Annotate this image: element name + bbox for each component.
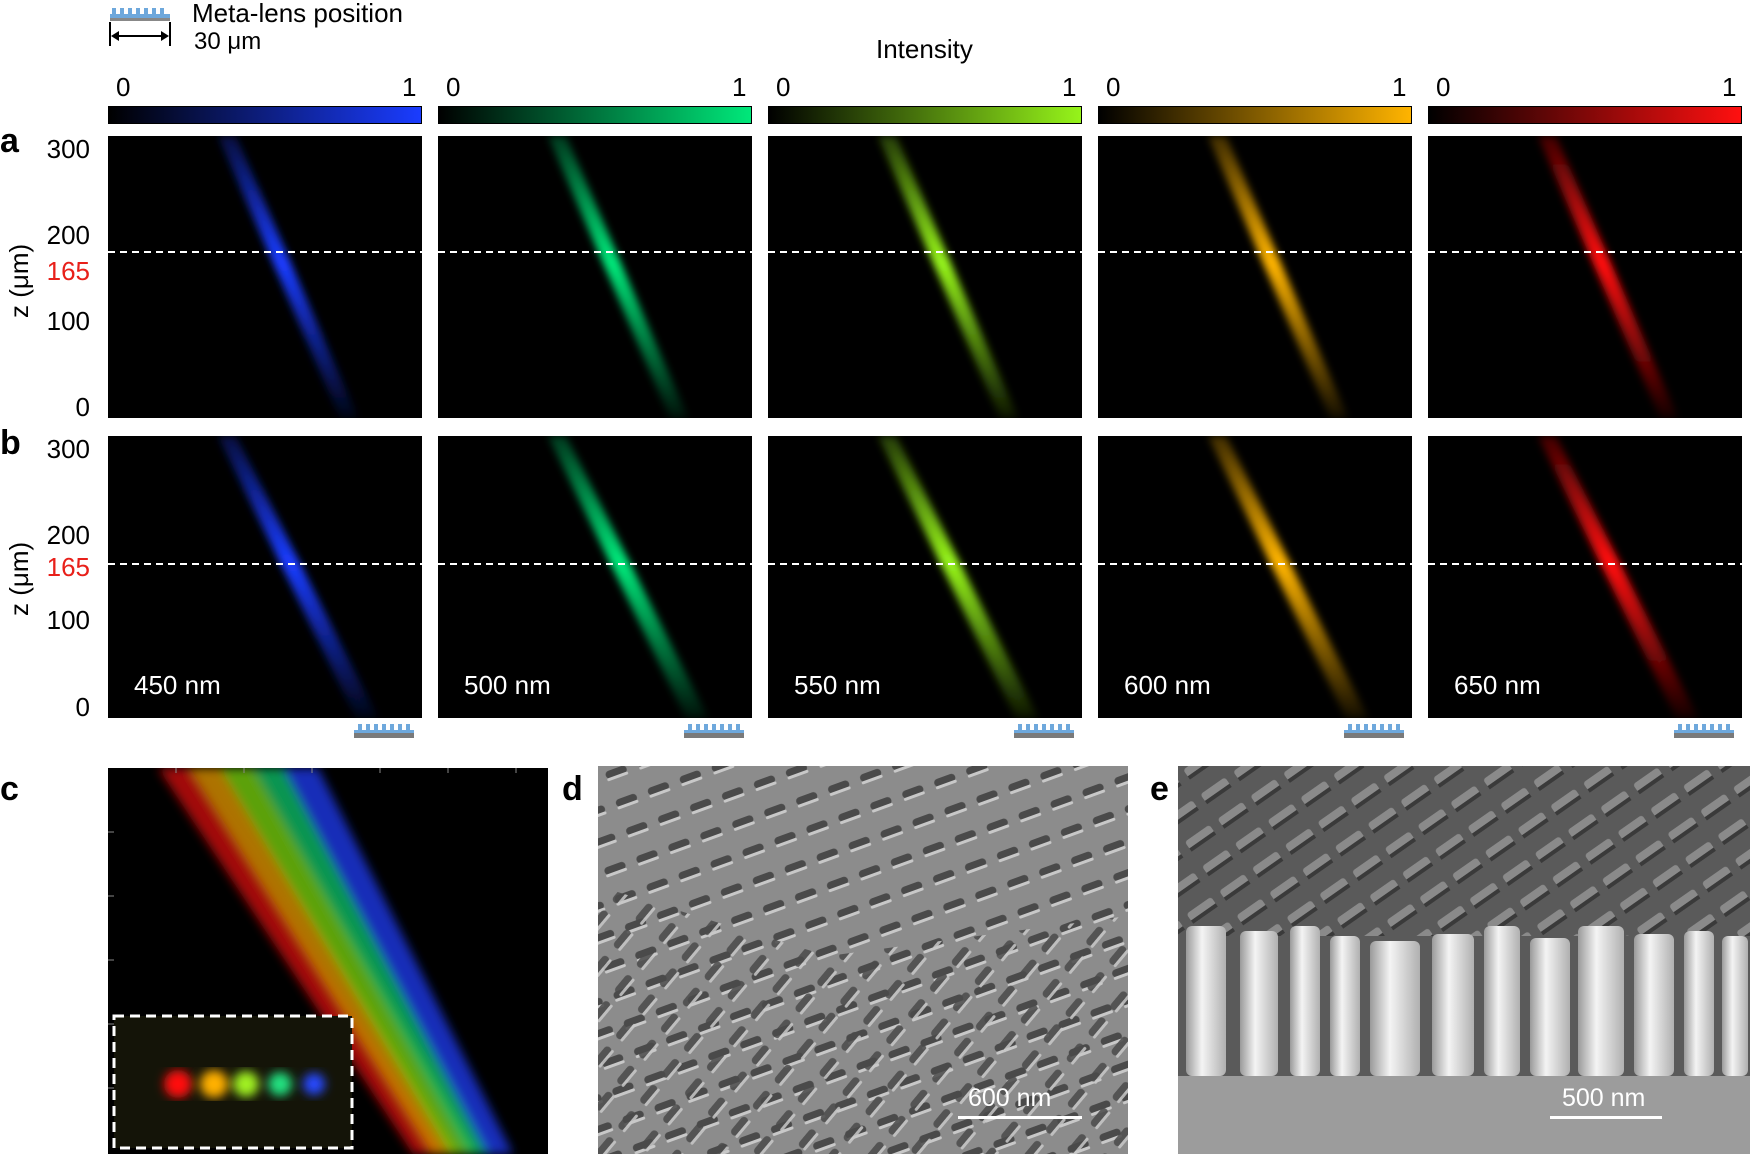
scale-bar-label-e: 500 nm <box>1562 1084 1646 1112</box>
sem-image-side-view: 500 nm <box>1178 766 1750 1154</box>
colorbar-0 <box>108 106 422 124</box>
colorbar-min-label: 0 <box>1436 72 1451 102</box>
focal-beam-graphic <box>438 436 752 718</box>
meta-lens-icon <box>1674 724 1734 738</box>
colorbar-2 <box>768 106 1082 124</box>
focal-beam-graphic <box>1098 136 1412 418</box>
wavelength-label: 550 nm <box>794 670 881 700</box>
focal-beam-graphic <box>1428 136 1742 418</box>
colorbar-max-label: 1 <box>1062 72 1077 102</box>
intensity-label: Intensity <box>876 34 973 64</box>
panel-label-d: d <box>562 770 583 808</box>
focal-plot-b-0: 450 nm <box>108 436 422 718</box>
focal-plot-b-3: 600 nm <box>1098 436 1412 718</box>
nanofin-pattern-top <box>598 766 1128 1154</box>
meta-lens-icon <box>684 724 744 738</box>
colorbar-max-label: 1 <box>1392 72 1407 102</box>
meta-lens-icon <box>1014 724 1074 738</box>
focal-plot-a-3 <box>1098 136 1412 418</box>
panel-label-c: c <box>0 770 19 808</box>
focal-plot-b-2: 550 nm <box>768 436 1082 718</box>
focal-beam-graphic <box>1098 436 1412 718</box>
colorbar-1 <box>438 106 752 124</box>
tick-165-b: 165 <box>46 552 90 582</box>
colorbar-min-label: 0 <box>446 72 461 102</box>
wavelength-label: 650 nm <box>1454 670 1541 700</box>
colorbar-min-label: 0 <box>776 72 791 102</box>
focal-plot-a-2 <box>768 136 1082 418</box>
focal-plot-b-1: 500 nm <box>438 436 752 718</box>
nanofin-pattern-side <box>1178 766 1750 1154</box>
focal-beam-graphic <box>108 136 422 418</box>
meta-lens-icon <box>354 724 414 738</box>
tick-0-a: 0 <box>75 392 90 422</box>
panel-label-b: b <box>0 424 21 462</box>
combined-beams-graphic <box>108 768 517 1154</box>
tick-300-b: 300 <box>46 434 90 464</box>
meta-lens-legend-icon <box>109 8 171 46</box>
tick-0-b: 0 <box>75 692 90 722</box>
scale-bar-e <box>1550 1116 1662 1119</box>
colorbar-max-label: 1 <box>402 72 417 102</box>
wavelength-label: 500 nm <box>464 670 551 700</box>
meta-lens-label: Meta-lens position <box>192 0 403 28</box>
panel-label-a: a <box>0 122 19 160</box>
tick-200-a: 200 <box>46 220 90 250</box>
colorbar-3 <box>1098 106 1412 124</box>
focal-beam-graphic <box>768 136 1082 418</box>
tick-100-a: 100 <box>46 306 90 336</box>
colorbar-max-label: 1 <box>732 72 747 102</box>
focal-plot-a-4 <box>1428 136 1742 418</box>
meta-lens-icon <box>1344 724 1404 738</box>
colorbar-4 <box>1428 106 1742 124</box>
wavelength-label: 600 nm <box>1124 670 1211 700</box>
focal-plot-a-0 <box>108 136 422 418</box>
sem-image-top-view: 600 nm <box>598 766 1128 1154</box>
focal-beam-graphic <box>108 436 422 718</box>
scale-bar-label-d: 600 nm <box>968 1084 1052 1112</box>
colorbar-min-label: 0 <box>1106 72 1121 102</box>
panel-label-e: e <box>1150 770 1169 808</box>
colorbar-min-label: 0 <box>116 72 131 102</box>
tick-200-b: 200 <box>46 520 90 550</box>
tick-100-b: 100 <box>46 605 90 635</box>
focal-plot-b-4: 650 nm <box>1428 436 1742 718</box>
tick-165-a: 165 <box>46 256 90 286</box>
focal-plot-a-1 <box>438 136 752 418</box>
tick-300-a: 300 <box>46 134 90 164</box>
colorbar-max-label: 1 <box>1722 72 1737 102</box>
focal-beam-graphic <box>438 136 752 418</box>
combined-focal-plot <box>108 768 548 1154</box>
focal-beam-graphic <box>768 436 1082 718</box>
scale-label: 30 μm <box>194 28 262 55</box>
wavelength-label: 450 nm <box>134 670 221 700</box>
scale-bar-d <box>958 1116 1082 1119</box>
focal-beam-graphic <box>1428 436 1742 718</box>
